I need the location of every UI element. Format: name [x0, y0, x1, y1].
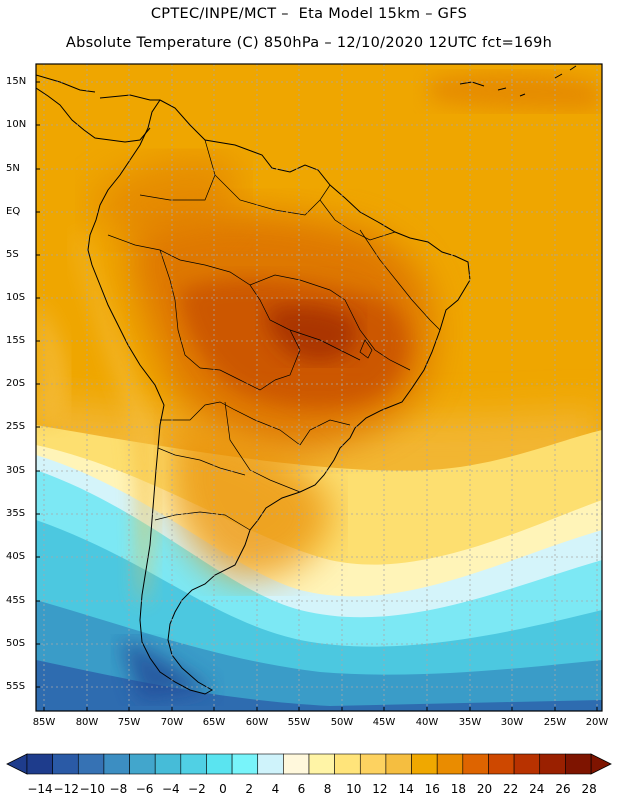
- coastline: [36, 65, 577, 695]
- lon-label: 25W: [543, 717, 567, 728]
- colorbar-swatch: [103, 753, 130, 775]
- colorbar-swatch: [488, 753, 515, 775]
- colorbar-label: 6: [297, 782, 306, 796]
- lat-label: 20S: [6, 378, 26, 389]
- lat-label: 55S: [6, 681, 26, 692]
- colorbar-swatch: [334, 753, 361, 775]
- lat-label: 30S: [6, 465, 26, 476]
- lon-label: 30W: [500, 717, 524, 728]
- graticule: [36, 64, 602, 711]
- lon-label: 45W: [372, 717, 396, 728]
- colorbar-swatch: [26, 753, 53, 775]
- colorbar-swatch: [206, 753, 233, 775]
- lon-label: 55W: [287, 717, 311, 728]
- lon-label: 50W: [330, 717, 354, 728]
- colorbar-swatch: [308, 753, 335, 775]
- colorbar-swatch: [513, 753, 541, 775]
- lat-label: 15N: [6, 76, 27, 87]
- lat-label: 50S: [6, 638, 26, 649]
- lon-label: 75W: [117, 717, 141, 728]
- colorbar-swatch: [154, 753, 182, 775]
- colorbar-label: 14: [398, 782, 414, 796]
- lon-label: 40W: [415, 717, 439, 728]
- lat-label: 5S: [6, 249, 19, 260]
- colorbar-swatch: [462, 753, 489, 775]
- colorbar-label: 28: [581, 782, 597, 796]
- lat-label: 10S: [6, 292, 26, 303]
- colorbar-label: 16: [424, 782, 440, 796]
- colorbar-label: −14: [27, 782, 53, 796]
- lat-label: 45S: [6, 595, 26, 606]
- colorbar-label: 2: [245, 782, 253, 796]
- lon-label: 70W: [160, 717, 184, 728]
- colorbar-label: −6: [135, 782, 154, 796]
- colorbar-label: −8: [109, 782, 128, 796]
- lon-label: 85W: [32, 717, 56, 728]
- colorbar-right-arrow: [590, 753, 612, 775]
- lat-label: 15S: [6, 335, 26, 346]
- colorbar-swatch: [565, 753, 592, 775]
- lat-label: EQ: [6, 206, 21, 217]
- lat-label: 5N: [6, 163, 20, 174]
- colorbar-label: 0: [219, 782, 227, 796]
- colorbar-label: 20: [476, 782, 493, 796]
- colorbar-swatch: [436, 753, 464, 775]
- lon-label: 80W: [75, 717, 99, 728]
- colorbar-label: 4: [271, 782, 280, 796]
- colorbar-label: 26: [555, 782, 571, 796]
- colorbar-swatch: [257, 753, 284, 775]
- lon-label: 65W: [202, 717, 226, 728]
- colorbar-label: 12: [372, 782, 388, 796]
- lon-label: 20W: [585, 717, 609, 728]
- colorbar-label: −10: [79, 782, 105, 796]
- lon-label: 35W: [458, 717, 482, 728]
- colorbar-label: 18: [450, 782, 467, 796]
- colorbar-swatch: [52, 753, 79, 775]
- colorbar-label: 8: [323, 782, 332, 796]
- colorbar-label: 24: [529, 782, 545, 796]
- colorbar-swatch: [231, 753, 259, 775]
- colorbar-swatch: [385, 753, 412, 775]
- colorbar-swatch: [539, 753, 566, 775]
- colorbar-label: −12: [53, 782, 79, 796]
- colorbar-swatch: [77, 753, 105, 775]
- lat-label: 10N: [6, 119, 27, 130]
- lat-label: 25S: [6, 421, 26, 432]
- colorbar-label: −4: [161, 782, 180, 796]
- colorbar-label: −2: [188, 782, 206, 796]
- colorbar-swatch: [129, 753, 156, 775]
- chart-subtitle: Absolute Temperature (C) 850hPa – 12/10/…: [65, 35, 553, 51]
- lat-label: 40S: [6, 551, 26, 562]
- map-frame: [35, 63, 603, 712]
- colorbar-label: 10: [346, 782, 362, 796]
- colorbar-swatch: [180, 753, 207, 775]
- axis-ticks: [36, 81, 598, 711]
- colorbar-swatch: [283, 753, 310, 775]
- colorbar-swatch: [359, 753, 387, 775]
- lon-label: 60W: [245, 717, 269, 728]
- colorbar-swatch: [411, 753, 438, 775]
- colorbar-left-arrow: [6, 753, 28, 775]
- colorbar: [6, 753, 612, 775]
- colorbar-label: 22: [503, 782, 519, 796]
- temperature-field: [36, 64, 602, 711]
- lat-label: 35S: [6, 508, 26, 519]
- chart-title: CPTEC/INPE/MCT – Eta Model 15km – GFS: [150, 6, 468, 22]
